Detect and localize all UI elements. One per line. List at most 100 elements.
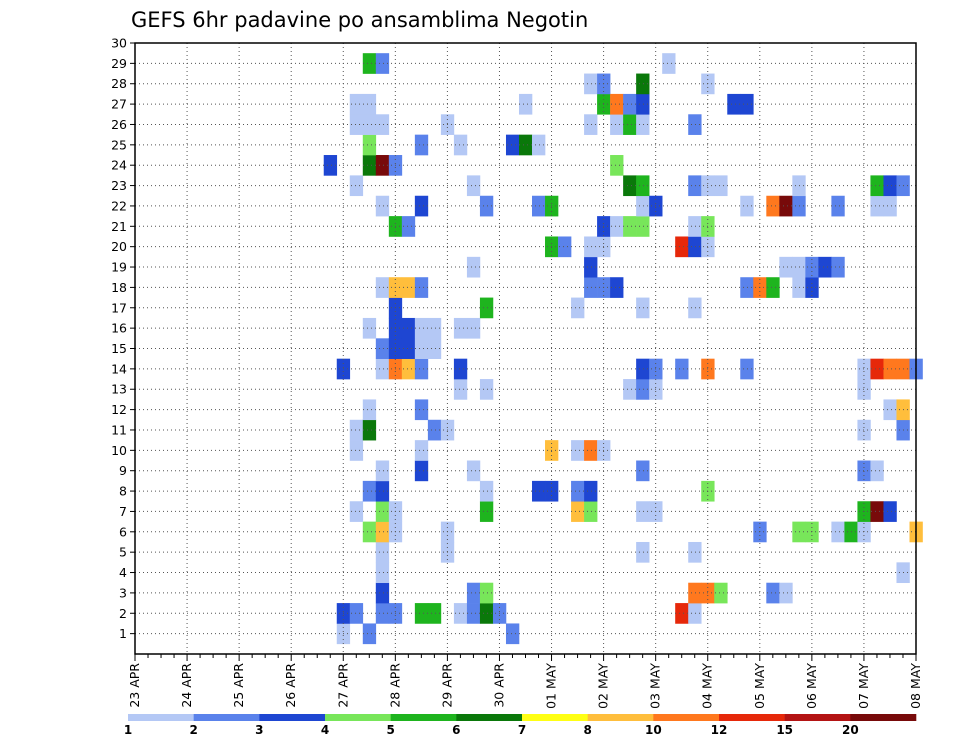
heatmap-cell [479,297,494,319]
heatmap-cell [571,440,585,461]
y-tick-label: 2 [119,606,127,621]
y-tick-label: 4 [119,565,127,580]
y-tick-label: 27 [111,97,127,112]
heatmap-cell [740,358,754,380]
heatmap-cell [375,562,390,584]
colorbar-label: 15 [776,723,793,737]
x-tick-label: 23 APR [127,663,142,708]
heatmap-cell [584,277,598,298]
colorbar-swatch [850,714,917,721]
heatmap-cell [636,175,650,197]
heatmap-cell [883,175,897,197]
heatmap-cell [414,195,429,217]
heatmap-cell [466,175,481,197]
heatmap-cell [362,399,377,421]
y-tick-label: 18 [111,280,127,295]
heatmap-cell [349,440,364,461]
heatmap-cell [349,175,364,197]
heatmap-cell [323,155,338,176]
colorbar-swatch [719,714,785,721]
heatmap-cell [584,440,598,461]
heatmap-cell [636,93,650,115]
colorbar-label: 8 [583,723,591,737]
x-tick-label: 02 MAY [596,663,611,709]
heatmap-cell [675,603,689,624]
heatmap-cell [466,256,481,278]
y-tick-label: 14 [111,361,127,376]
colorbar-swatch [193,714,260,721]
heatmap-cell [401,216,416,237]
colorbar-swatch [325,714,391,721]
heatmap-cell [883,399,897,421]
heatmap-cell [883,358,897,380]
heatmap-cell [414,317,429,339]
y-tick-label: 19 [111,260,127,275]
y-tick-label: 20 [111,239,127,254]
heatmap-cell [362,480,377,502]
heatmap-cell [857,419,871,441]
heatmap-cell [779,582,793,604]
heatmap-cell [636,297,650,319]
x-tick-label: 05 MAY [752,663,767,709]
heatmap-cell [584,73,598,95]
heatmap-cell [740,277,754,298]
colorbar-swatch [259,714,326,721]
colorbar-swatch [390,714,457,721]
y-tick-label: 17 [111,300,127,315]
heatmap-cell [362,419,377,441]
x-tick-label: 28 APR [387,663,402,708]
colorbar-label: 12 [711,723,728,737]
heatmap-cell [401,277,416,298]
heatmap-cell [610,93,624,115]
heatmap-cell [636,73,650,95]
heatmap-cell [414,134,429,156]
heatmap-cell [675,236,689,258]
y-tick-label: 6 [119,524,127,539]
heatmap-cell [518,93,533,115]
heatmap-cell [532,480,546,502]
heatmap-cell [375,114,390,135]
x-tick-label: 26 APR [283,663,298,708]
colorbar-swatch [128,714,194,721]
heatmap-cell [584,114,598,135]
colorbar-swatch [456,714,523,721]
heatmap-cell [375,501,390,522]
heatmap-cell [857,460,871,482]
y-tick-label: 28 [111,76,127,91]
heatmap-cell [532,195,546,217]
heatmap-cell [414,603,429,624]
colorbar: 1 2 3 4 5 6 7 8 10 12 15 20 [124,714,917,737]
colorbar-label: 5 [386,723,394,737]
heatmap-cell [466,460,481,482]
x-tick-label: 29 APR [439,663,454,708]
heatmap-cell [636,501,650,522]
heatmap-cell [362,155,377,176]
y-tick-label: 10 [111,443,127,458]
colorbar-label: 10 [645,723,662,737]
y-tick-label: 23 [111,178,127,193]
x-tick-label: 24 APR [179,663,194,708]
heatmap-cell [479,195,494,217]
x-axis: 23 APR 24 APR 25 APR 26 APR 27 APR 28 APR 29 A… [127,654,923,709]
heatmap-cell [401,338,416,359]
heatmap-cell [453,134,468,156]
heatmap-cell [401,358,416,380]
x-tick-label: 27 APR [335,663,350,708]
heatmap-cell [584,501,598,522]
heatmap-cell [779,195,793,217]
heatmap-cell [349,114,364,135]
heatmap-cell [349,501,364,522]
heatmap-cell [375,53,390,74]
y-tick-label: 5 [119,545,127,560]
heatmap-cell [375,521,390,543]
heatmap-cell [375,582,390,604]
heatmap-cell [479,582,494,604]
heatmap-cell [414,460,429,482]
colorbar-label: 3 [255,723,263,737]
heatmap-cell [453,379,468,400]
colorbar-label: 7 [518,723,526,737]
heatmap-cell [532,134,546,156]
heatmap-cell [623,216,637,237]
x-tick-label: 03 MAY [648,663,663,709]
heatmap-cell [831,521,845,543]
